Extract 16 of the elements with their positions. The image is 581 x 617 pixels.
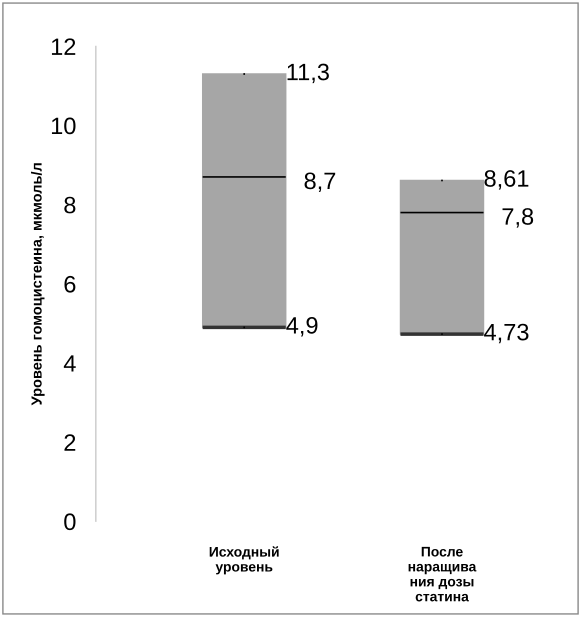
annotation: 8,7 — [304, 172, 336, 192]
y-tick-label: 10 — [52, 118, 76, 134]
annotation: 7,8 — [502, 208, 534, 228]
annotation: 11,3 — [288, 64, 329, 84]
y-tick-label: 8 — [64, 196, 76, 214]
y-tick-label: 12 — [52, 38, 76, 55]
x-tick-label: После наращива ния дозы статина — [408, 546, 476, 602]
annotation: 4,9 — [286, 316, 318, 336]
y-axis-title: Уровень гомоцистеина, мкмоль/л — [31, 163, 45, 406]
y-tick-label: 6 — [64, 276, 76, 293]
y-tick-label: 4 — [64, 355, 76, 372]
x-tick-label: Исходный уровень — [210, 546, 279, 574]
annotation: 4,73 — [484, 324, 528, 344]
y-tick-label: 0 — [64, 513, 76, 530]
y-tick-label: 2 — [64, 434, 76, 451]
annotation: 8,61 — [484, 170, 528, 190]
